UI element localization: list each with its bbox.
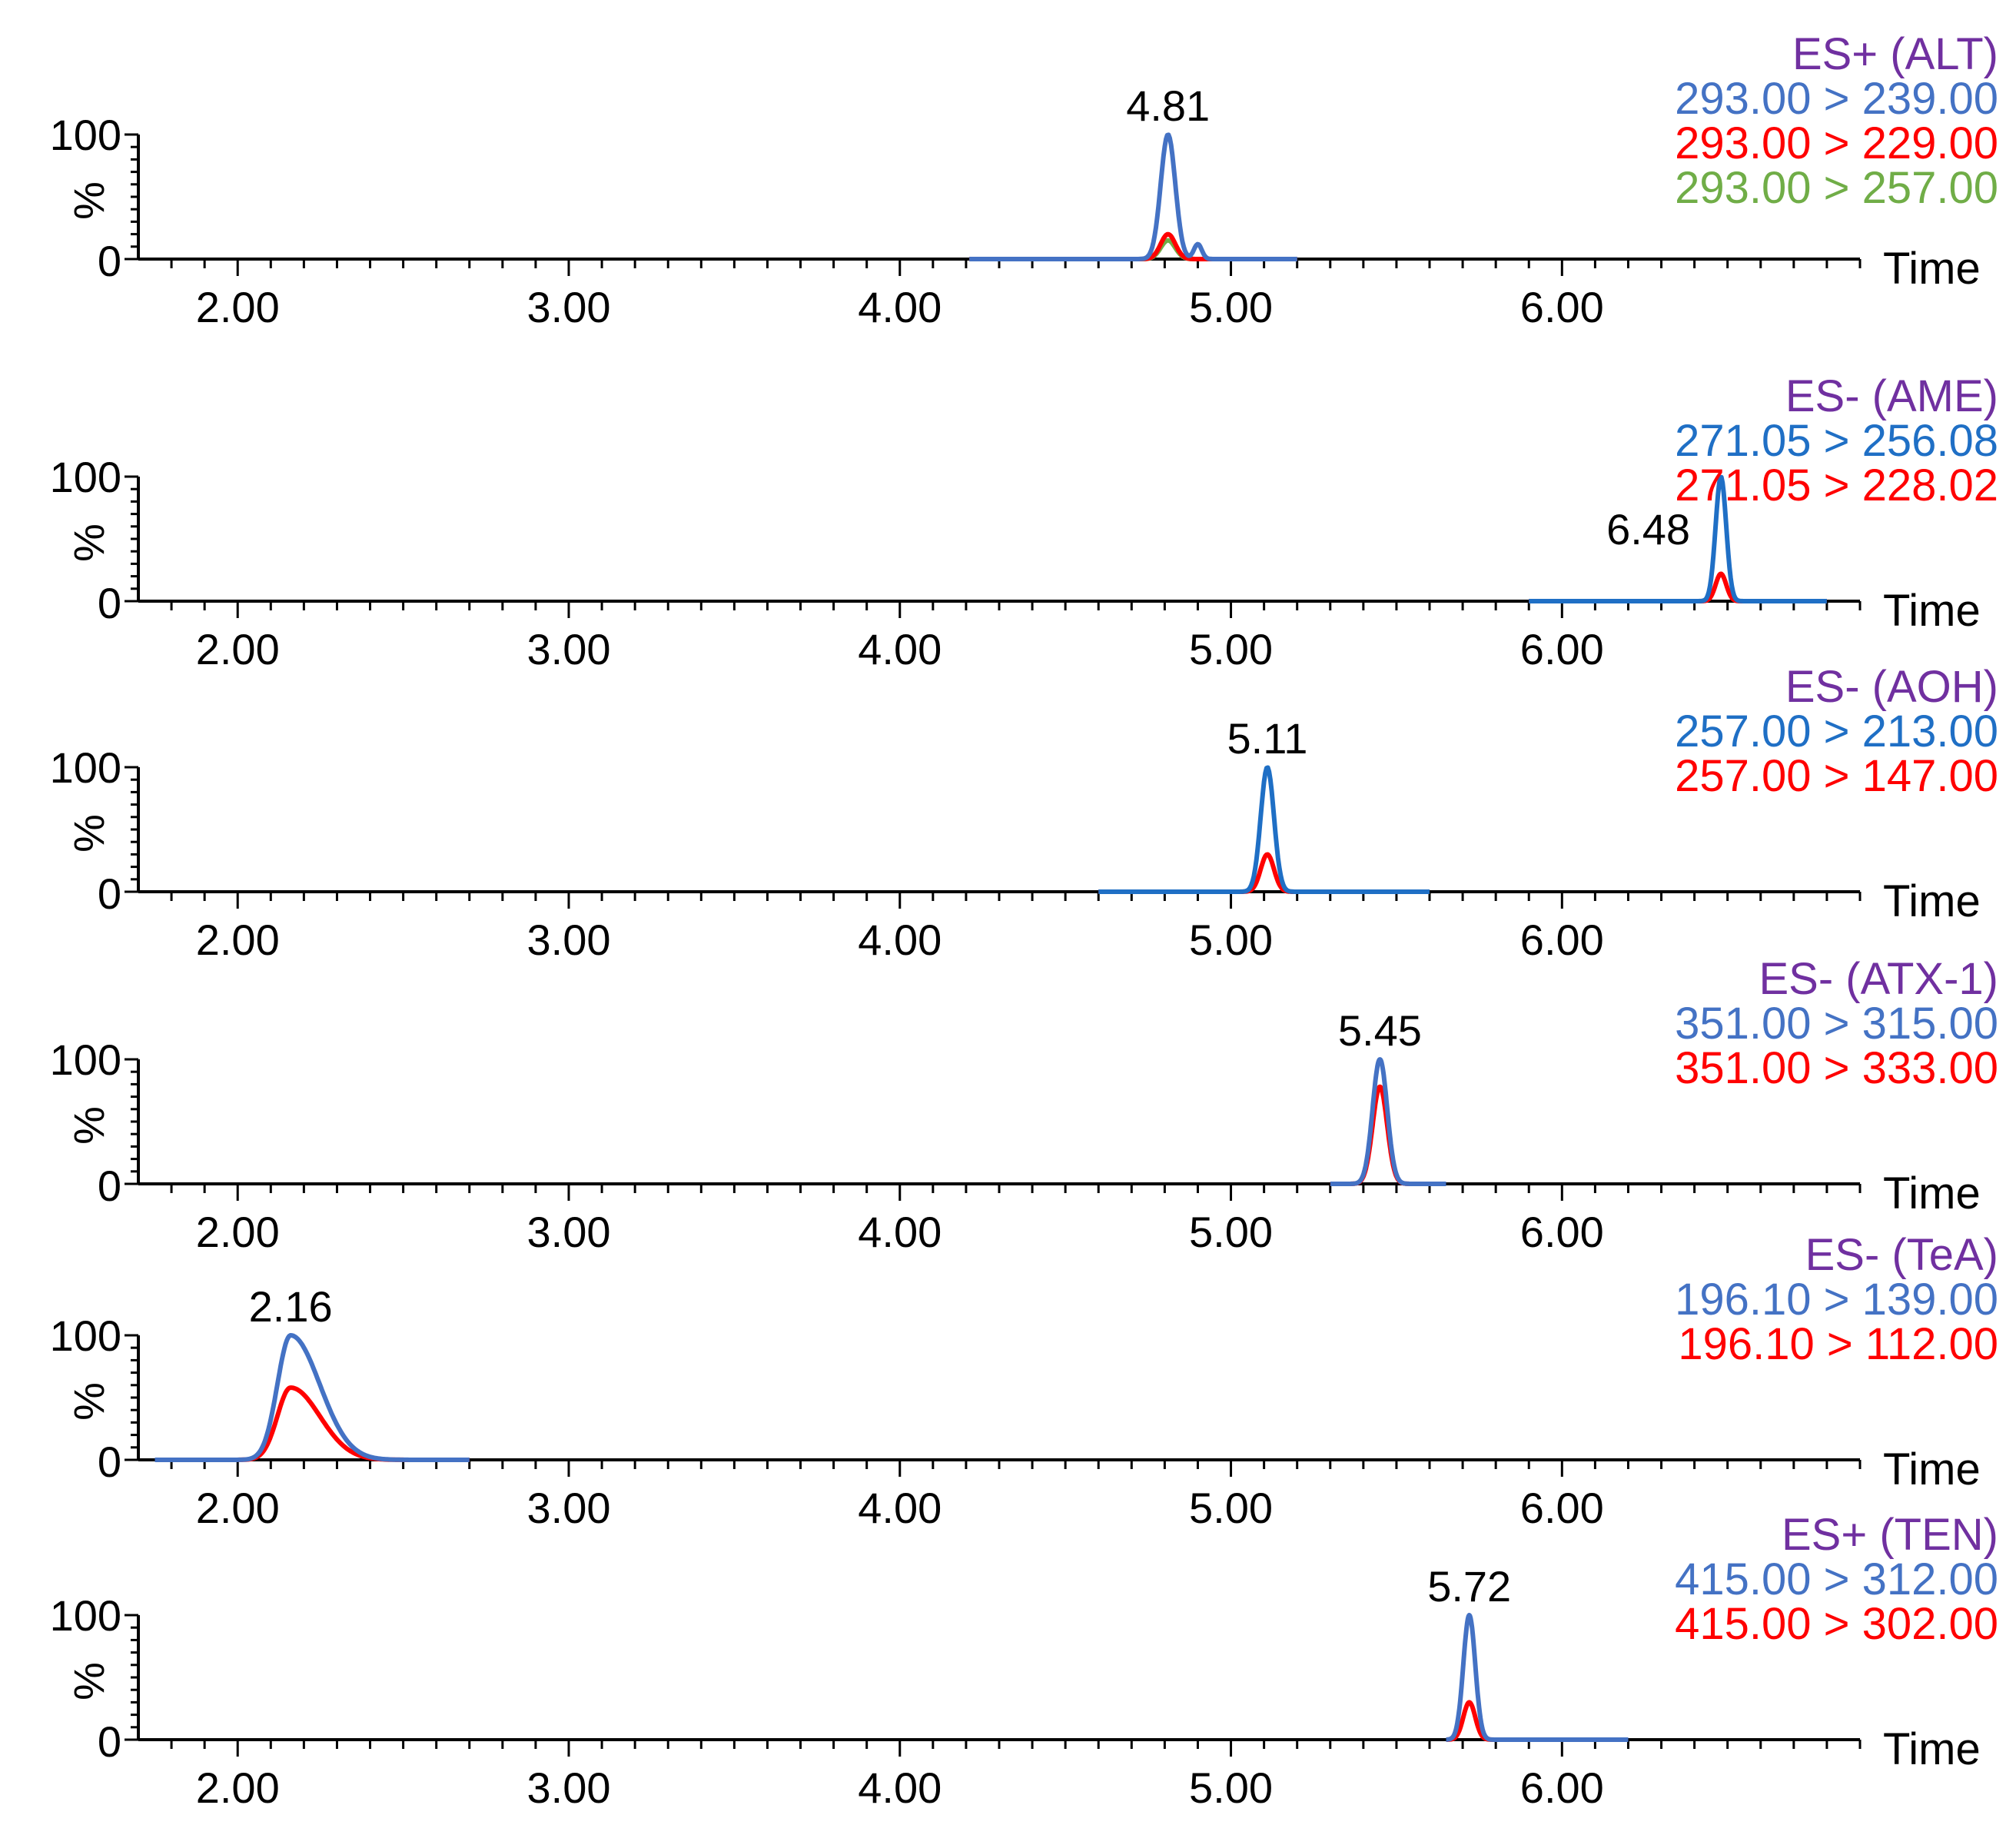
y-tick-label: 100 xyxy=(50,1591,121,1640)
trace-0 xyxy=(1097,765,1431,894)
x-tick-label: 4.00 xyxy=(858,916,942,964)
x-tick-label: 6.00 xyxy=(1520,1484,1604,1532)
x-tick-label: 3.00 xyxy=(527,625,611,673)
ionization-mode-label: ES+ (ALT) xyxy=(1792,29,1998,79)
trace-0 xyxy=(1527,474,1828,603)
chromatogram-panel: 100 0% 2.00 3.00 4.00 5.00 6.00 Time 4.81 ES+ (AL… xyxy=(50,29,1998,331)
x-tick-label: 5.00 xyxy=(1189,1764,1273,1812)
trace-2 xyxy=(968,238,1299,261)
transition-label: 271.05 > 256.08 xyxy=(1675,416,1998,466)
x-tick-label: 4.00 xyxy=(858,1484,942,1532)
transition-label: 293.00 > 229.00 xyxy=(1675,118,1998,168)
x-tick-label: 5.00 xyxy=(1189,916,1273,964)
x-tick-label: 4.00 xyxy=(858,1208,942,1256)
trace-1 xyxy=(154,1385,471,1462)
x-tick-label: 4.00 xyxy=(858,283,942,331)
trace-0 xyxy=(154,1333,471,1462)
y-tick-label: 0 xyxy=(98,237,121,285)
chromatogram-panel: 100 0% 2.00 3.00 4.00 5.00 6.00 Time 6.48 ES- (AM… xyxy=(50,371,1998,673)
chromatogram-panel: 100 0% 2.00 3.00 4.00 5.00 6.00 Time 2.16 ES- (Te… xyxy=(50,1230,1998,1532)
x-axis-label: Time xyxy=(1883,1168,1981,1218)
peak-rt-label: 5.72 xyxy=(1427,1562,1511,1611)
ionization-mode-label: ES- (AOH) xyxy=(1785,662,1998,712)
y-axis-label: % xyxy=(65,814,113,853)
peak-rt-label: 4.81 xyxy=(1126,81,1210,130)
ionization-mode-label: ES- (ATX-1) xyxy=(1759,954,1999,1004)
x-tick-label: 2.00 xyxy=(196,1764,280,1812)
transition-label: 196.10 > 112.00 xyxy=(1678,1319,1998,1369)
transition-label: 196.10 > 139.00 xyxy=(1675,1275,1998,1325)
x-tick-label: 5.00 xyxy=(1189,1484,1273,1532)
y-tick-label: 100 xyxy=(50,743,121,792)
y-tick-label: 0 xyxy=(98,1162,121,1210)
x-tick-label: 5.00 xyxy=(1189,1208,1273,1256)
y-axis-label: % xyxy=(65,1662,113,1700)
x-tick-label: 6.00 xyxy=(1520,1764,1604,1812)
x-tick-label: 5.00 xyxy=(1189,283,1273,331)
x-tick-label: 5.00 xyxy=(1189,625,1273,673)
x-tick-label: 3.00 xyxy=(527,916,611,964)
x-axis-label: Time xyxy=(1883,244,1981,294)
y-tick-label: 0 xyxy=(98,1438,121,1486)
chromatogram-panel: 100 0% 2.00 3.00 4.00 5.00 6.00 Time 5.45 ES- (AT… xyxy=(50,954,1998,1256)
transition-label: 257.00 > 147.00 xyxy=(1675,751,1998,801)
transition-label: 415.00 > 312.00 xyxy=(1675,1554,1998,1604)
transition-label: 415.00 > 302.00 xyxy=(1675,1599,1998,1649)
x-tick-label: 2.00 xyxy=(196,916,280,964)
x-tick-label: 6.00 xyxy=(1520,283,1604,331)
ionization-mode-label: ES- (TeA) xyxy=(1805,1230,1998,1280)
y-axis-label: % xyxy=(65,1106,113,1145)
x-tick-label: 2.00 xyxy=(196,283,280,331)
trace-1 xyxy=(1527,571,1828,603)
transition-label: 293.00 > 257.00 xyxy=(1675,163,1998,213)
y-tick-label: 0 xyxy=(98,869,121,918)
x-axis-label: Time xyxy=(1883,586,1981,636)
trace-0 xyxy=(968,132,1299,261)
x-tick-label: 6.00 xyxy=(1520,1208,1604,1256)
peak-rt-label: 6.48 xyxy=(1606,505,1690,553)
x-tick-label: 3.00 xyxy=(527,1484,611,1532)
peak-rt-label: 5.11 xyxy=(1227,714,1308,763)
transition-label: 351.00 > 315.00 xyxy=(1675,999,1998,1049)
x-tick-label: 4.00 xyxy=(858,1764,942,1812)
peak-rt-label: 5.45 xyxy=(1338,1006,1422,1055)
y-axis-label: % xyxy=(65,1382,113,1421)
y-tick-label: 0 xyxy=(98,579,121,627)
x-axis-label: Time xyxy=(1883,876,1981,926)
trace-1 xyxy=(1444,1700,1630,1742)
x-tick-label: 3.00 xyxy=(527,1764,611,1812)
trace-1 xyxy=(1097,852,1431,894)
y-tick-label: 100 xyxy=(50,453,121,501)
transition-label: 293.00 > 239.00 xyxy=(1675,74,1998,124)
x-tick-label: 2.00 xyxy=(196,1208,280,1256)
chromatogram-panel: 100 0% 2.00 3.00 4.00 5.00 6.00 Time 5.11 ES- (AO… xyxy=(50,662,1998,964)
transition-label: 271.05 > 228.02 xyxy=(1675,460,1998,510)
x-axis-label: Time xyxy=(1883,1444,1981,1494)
y-tick-label: 100 xyxy=(50,111,121,159)
x-axis-label: Time xyxy=(1883,1724,1981,1774)
transition-label: 257.00 > 213.00 xyxy=(1675,706,1998,756)
y-tick-label: 100 xyxy=(50,1036,121,1084)
x-tick-label: 3.00 xyxy=(527,1208,611,1256)
ionization-mode-label: ES- (AME) xyxy=(1785,371,1998,421)
x-tick-label: 2.00 xyxy=(196,625,280,673)
trace-0 xyxy=(1328,1057,1448,1186)
x-tick-label: 2.00 xyxy=(196,1484,280,1532)
trace-1 xyxy=(968,231,1299,261)
x-tick-label: 4.00 xyxy=(858,625,942,673)
transition-label: 351.00 > 333.00 xyxy=(1675,1043,1998,1093)
x-tick-label: 6.00 xyxy=(1520,916,1604,964)
peak-rt-label: 2.16 xyxy=(249,1282,333,1331)
ionization-mode-label: ES+ (TEN) xyxy=(1782,1510,1998,1560)
y-axis-label: % xyxy=(65,181,113,220)
y-axis-label: % xyxy=(65,524,113,562)
chromatogram-panel: 100 0% 2.00 3.00 4.00 5.00 6.00 Time 5.72 ES+ (TE… xyxy=(50,1510,1998,1812)
y-tick-label: 100 xyxy=(50,1311,121,1360)
x-tick-label: 3.00 xyxy=(527,283,611,331)
x-tick-label: 6.00 xyxy=(1520,625,1604,673)
y-tick-label: 0 xyxy=(98,1717,121,1766)
trace-0 xyxy=(1444,1613,1630,1742)
